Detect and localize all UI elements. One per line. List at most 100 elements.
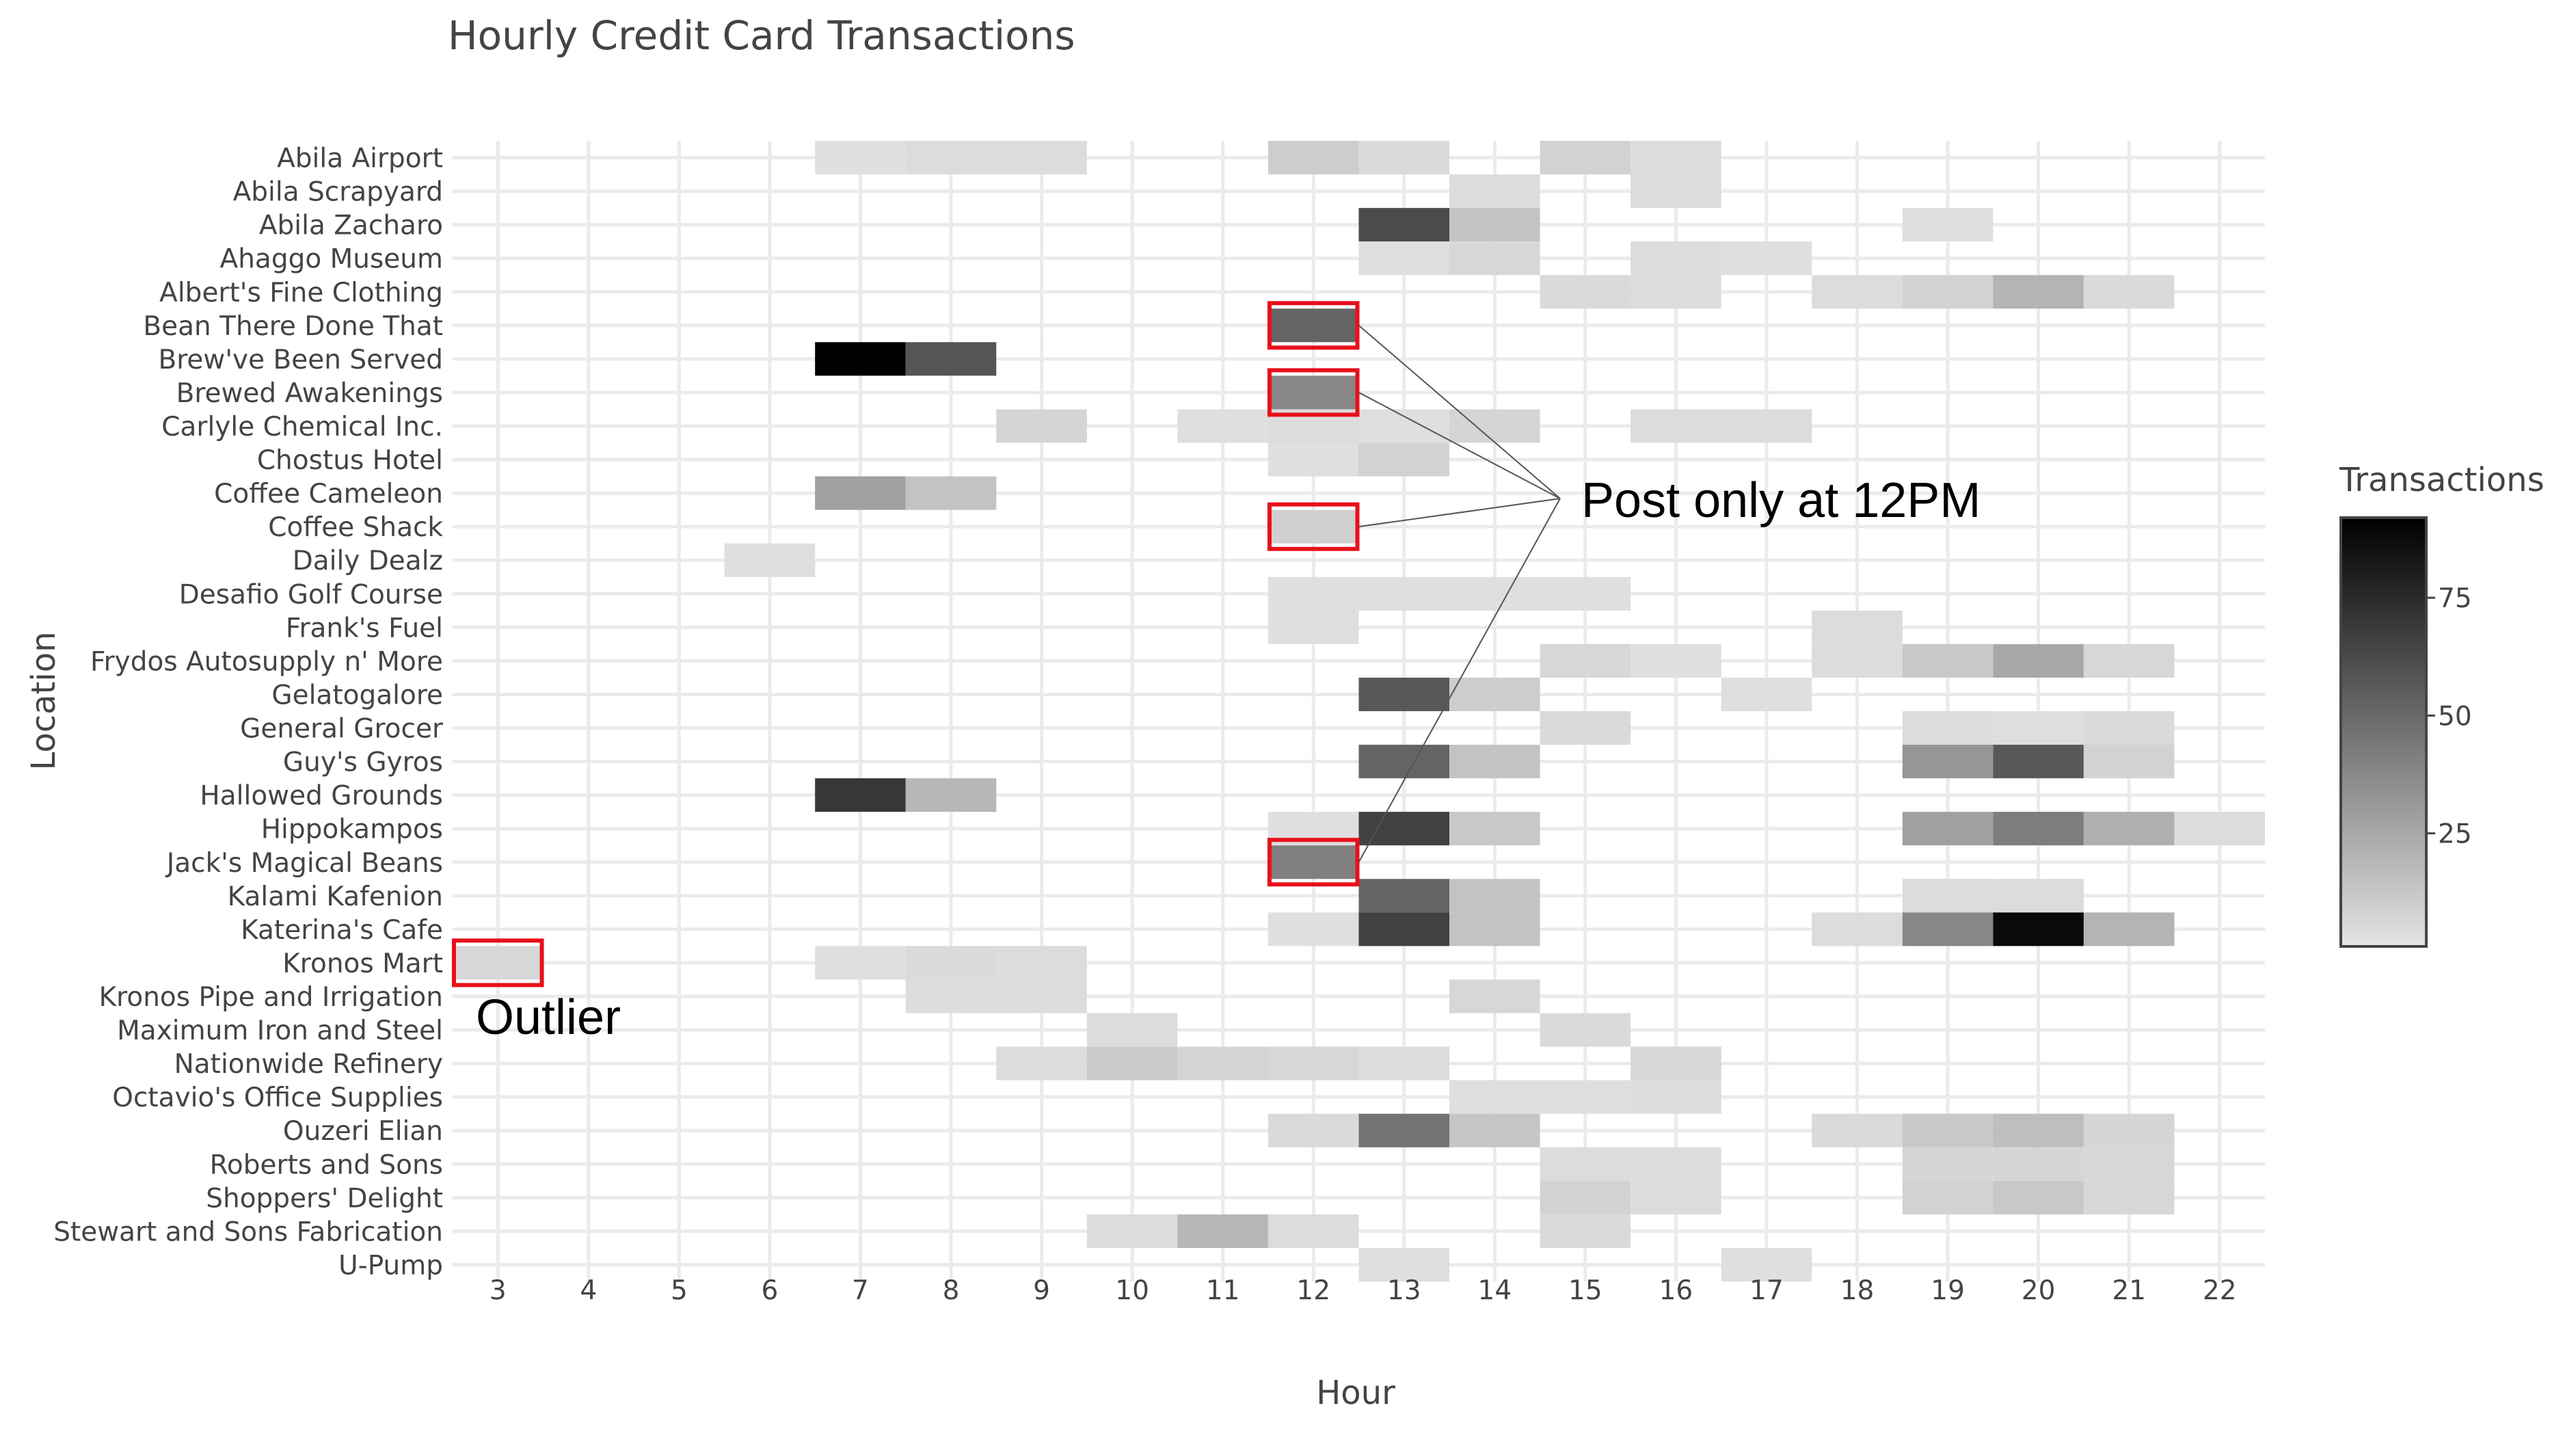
y-tick-frank-s-fuel: Frank's Fuel <box>286 613 443 643</box>
cell-roberts-and-sons-20 <box>1993 1147 2084 1181</box>
cell-kalami-kafenion-14 <box>1449 879 1540 913</box>
cell-chostus-hotel-12 <box>1267 442 1359 477</box>
cell-kalami-kafenion-20 <box>1993 879 2084 913</box>
y-tick-hippokampos: Hippokampos <box>261 814 443 845</box>
cell-gelatogalore-13 <box>1358 677 1450 711</box>
cell-abila-airport-12 <box>1267 141 1359 175</box>
cell-albert-s-fine-clothing-21 <box>2083 275 2175 309</box>
x-tick-11: 11 <box>1206 1275 1240 1306</box>
cell-kronos-pipe-and-irrigation-8 <box>905 979 997 1013</box>
cell-ouzeri-elian-20 <box>1993 1113 2084 1147</box>
cell-kronos-mart-3 <box>453 946 544 980</box>
x-tick-3: 3 <box>489 1275 507 1306</box>
cell-roberts-and-sons-16 <box>1631 1147 1721 1181</box>
highlight-coffee-shack-12 <box>1267 502 1360 551</box>
annotation-post-only-at-12pm: Post only at 12PM <box>1581 473 1981 528</box>
cell-frydos-autosupply-n-more-18 <box>1812 643 1903 678</box>
cell-katerina-s-cafe-18 <box>1812 912 1903 946</box>
cell-roberts-and-sons-19 <box>1902 1147 1994 1181</box>
cell-kronos-pipe-and-irrigation-14 <box>1449 979 1540 1013</box>
cell-carlyle-chemical-inc-13 <box>1358 409 1450 443</box>
cell-stewart-and-sons-fabrication-11 <box>1177 1214 1268 1248</box>
cell-roberts-and-sons-15 <box>1540 1147 1631 1181</box>
cell-guy-s-gyros-13 <box>1358 745 1450 779</box>
cell-stewart-and-sons-fabrication-12 <box>1267 1214 1359 1248</box>
x-tick-16: 16 <box>1659 1275 1693 1306</box>
colorbar <box>2339 516 2428 948</box>
y-tick-u-pump: U-Pump <box>338 1250 443 1281</box>
y-tick-nationwide-refinery: Nationwide Refinery <box>174 1049 443 1080</box>
x-axis-title: Hour <box>1316 1374 1395 1412</box>
cell-nationwide-refinery-13 <box>1358 1046 1450 1080</box>
cell-hallowed-grounds-7 <box>815 778 906 812</box>
cell-albert-s-fine-clothing-19 <box>1902 275 1994 309</box>
cell-stewart-and-sons-fabrication-15 <box>1540 1214 1631 1248</box>
cell-ahaggo-museum-14 <box>1449 241 1540 276</box>
highlight-kronos-mart-3 <box>452 938 544 987</box>
y-tick-abila-airport: Abila Airport <box>277 144 443 174</box>
cell-nationwide-refinery-11 <box>1177 1046 1268 1080</box>
colorbar-tick-50: 50 <box>2438 701 2472 732</box>
highlight-bean-there-done-that-12 <box>1267 301 1360 350</box>
cell-abila-zacharo-19 <box>1902 208 1994 242</box>
y-tick-octavio-s-office-supplies: Octavio's Office Supplies <box>112 1083 443 1113</box>
cell-katerina-s-cafe-21 <box>2083 912 2175 946</box>
cell-ahaggo-museum-13 <box>1358 241 1450 276</box>
cell-frydos-autosupply-n-more-19 <box>1902 643 1994 678</box>
y-tick-coffee-shack: Coffee Shack <box>268 512 443 543</box>
cell-nationwide-refinery-16 <box>1631 1046 1721 1080</box>
cell-abila-zacharo-14 <box>1449 208 1540 242</box>
cell-kalami-kafenion-19 <box>1902 879 1994 913</box>
x-tick-18: 18 <box>1840 1275 1875 1306</box>
cell-general-grocer-19 <box>1902 711 1994 745</box>
cell-katerina-s-cafe-19 <box>1902 912 1994 946</box>
cell-hippokampos-14 <box>1449 812 1540 846</box>
cell-maximum-iron-and-steel-10 <box>1086 1013 1178 1047</box>
y-tick-ouzeri-elian: Ouzeri Elian <box>283 1116 443 1147</box>
y-tick-chostus-hotel: Chostus Hotel <box>257 445 443 476</box>
cell-frydos-autosupply-n-more-21 <box>2083 643 2175 678</box>
highlight-boxes <box>452 301 1360 987</box>
x-tick-22: 22 <box>2203 1275 2237 1306</box>
x-tick-5: 5 <box>671 1275 688 1306</box>
cell-abila-airport-16 <box>1631 141 1721 175</box>
y-tick-katerina-s-cafe: Katerina's Cafe <box>241 915 443 946</box>
cell-shoppers-delight-15 <box>1540 1180 1631 1214</box>
cell-katerina-s-cafe-12 <box>1267 912 1359 946</box>
cell-carlyle-chemical-inc-11 <box>1177 409 1268 443</box>
y-tick-kronos-pipe-and-irrigation: Kronos Pipe and Irrigation <box>99 982 443 1013</box>
cell-ahaggo-museum-16 <box>1631 241 1721 276</box>
cell-gelatogalore-14 <box>1449 677 1540 711</box>
cell-kronos-mart-9 <box>996 946 1087 980</box>
x-tick-14: 14 <box>1478 1275 1512 1306</box>
cell-general-grocer-15 <box>1540 711 1631 745</box>
colorbar-tick-25: 25 <box>2438 819 2472 850</box>
cell-abila-airport-13 <box>1358 141 1450 175</box>
cell-shoppers-delight-19 <box>1902 1180 1994 1214</box>
cell-hippokampos-19 <box>1902 812 1994 846</box>
cell-albert-s-fine-clothing-15 <box>1540 275 1631 309</box>
y-tick-gelatogalore: Gelatogalore <box>271 680 443 711</box>
y-tick-frydos-autosupply-n-more: Frydos Autosupply n' More <box>90 646 443 677</box>
cell-nationwide-refinery-10 <box>1086 1046 1178 1080</box>
cell-ouzeri-elian-21 <box>2083 1113 2175 1147</box>
y-tick-guy-s-gyros: Guy's Gyros <box>283 747 443 778</box>
cell-bean-there-done-that-12 <box>1267 308 1359 343</box>
y-tick-jack-s-magical-beans: Jack's Magical Beans <box>165 848 443 879</box>
cell-ouzeri-elian-18 <box>1812 1113 1903 1147</box>
cell-u-pump-17 <box>1721 1247 1812 1282</box>
y-tick-general-grocer: General Grocer <box>240 714 444 745</box>
y-tick-maximum-iron-and-steel: Maximum Iron and Steel <box>117 1015 443 1046</box>
cell-ahaggo-museum-17 <box>1721 241 1812 276</box>
y-tick-kronos-mart: Kronos Mart <box>282 948 443 979</box>
cell-guy-s-gyros-20 <box>1993 745 2084 779</box>
cell-brewed-awakenings-12 <box>1267 375 1359 410</box>
annotations: Post only at 12PM Outlier <box>476 325 1981 1045</box>
cell-ouzeri-elian-12 <box>1267 1113 1359 1147</box>
cell-frydos-autosupply-n-more-20 <box>1993 643 2084 678</box>
x-tick-17: 17 <box>1749 1275 1784 1306</box>
cell-kronos-pipe-and-irrigation-9 <box>996 979 1087 1013</box>
cell-albert-s-fine-clothing-20 <box>1993 275 2084 309</box>
